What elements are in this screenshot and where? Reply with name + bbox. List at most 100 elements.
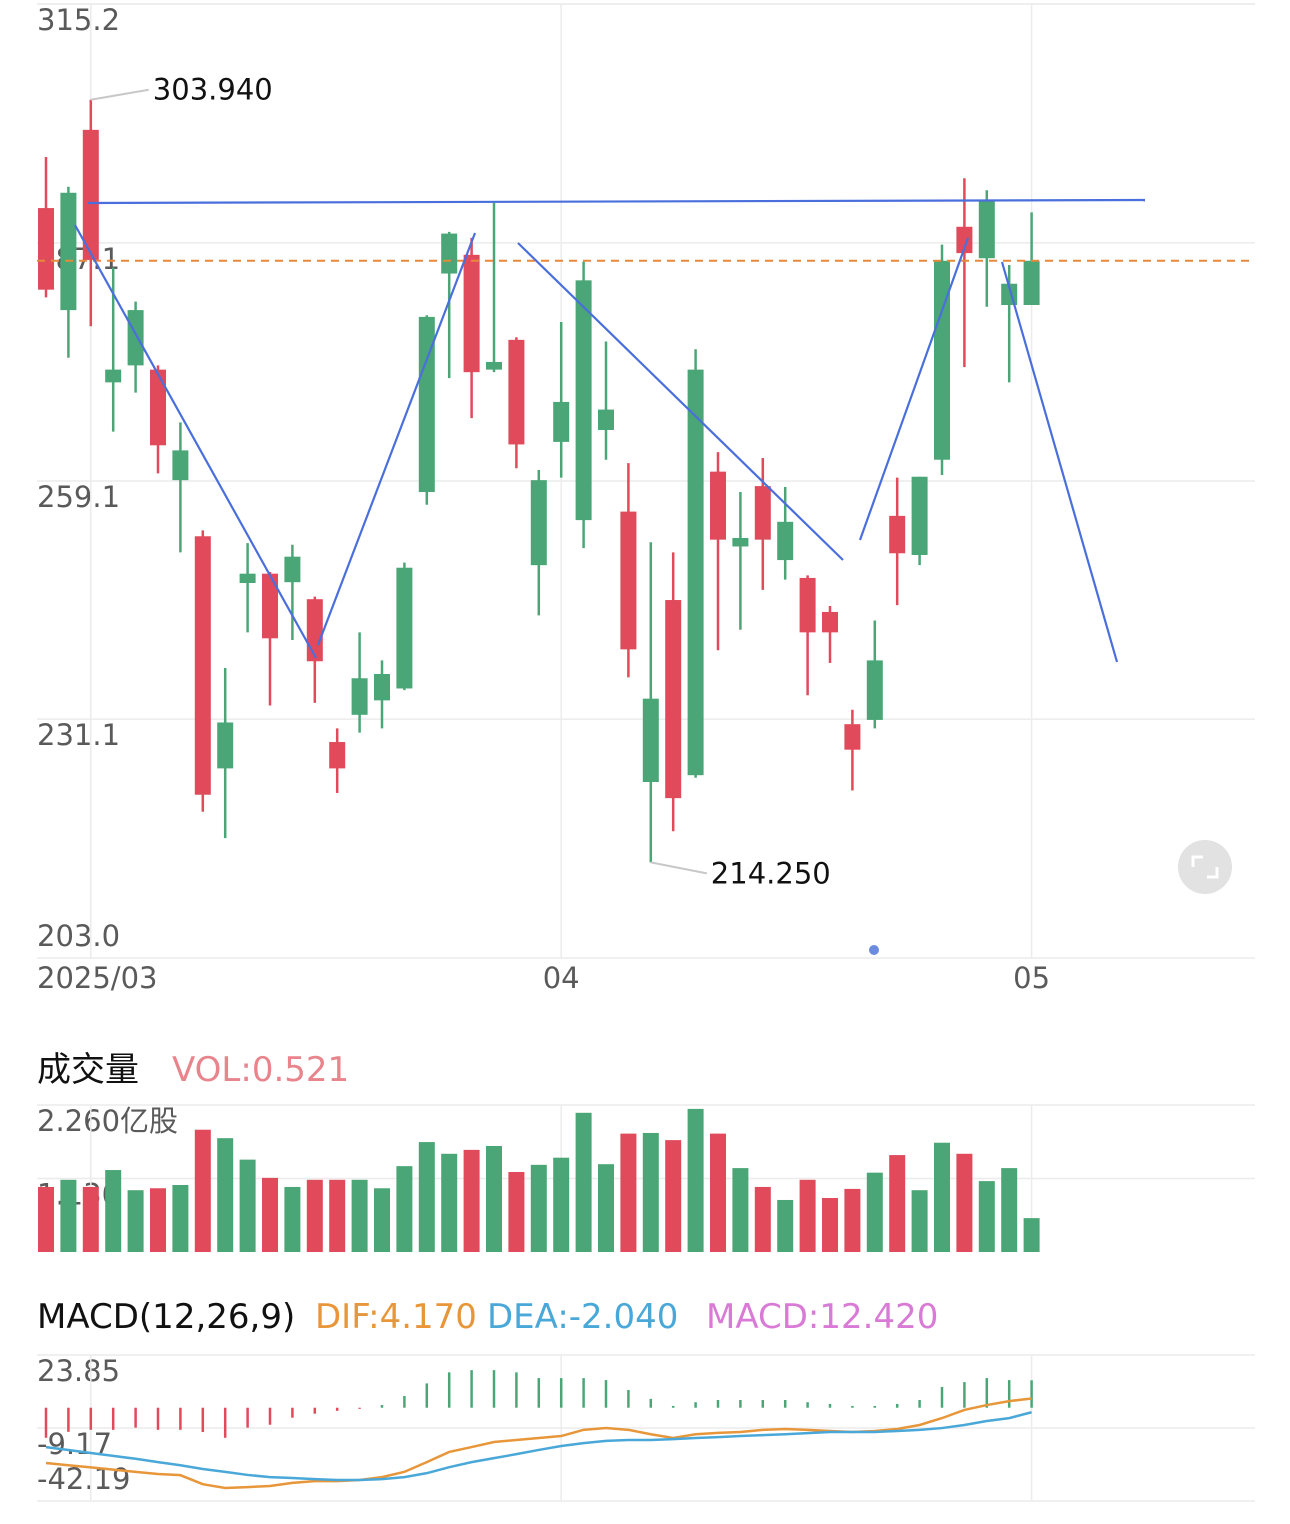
candle-body xyxy=(665,600,682,799)
legend-entry: DIF:4.170 xyxy=(315,1297,477,1337)
candle-body xyxy=(1023,260,1040,305)
candle-body xyxy=(911,476,928,555)
volume-bar xyxy=(463,1149,480,1252)
volume-bar xyxy=(396,1166,413,1252)
candle-body xyxy=(60,192,77,311)
candle-body xyxy=(799,577,816,633)
panel-title: 成交量 xyxy=(37,1050,139,1090)
leader-line xyxy=(650,861,707,875)
candle-body xyxy=(38,208,54,290)
candle-body xyxy=(329,742,346,769)
trend-line xyxy=(517,242,844,561)
candle-body xyxy=(598,409,614,430)
candle-body xyxy=(642,698,659,782)
candle-body xyxy=(396,567,413,689)
panel-subtitle: VOL:0.521 xyxy=(172,1050,349,1090)
legend-entry: MACD:12.420 xyxy=(706,1297,938,1337)
fullscreen-bg[interactable] xyxy=(1178,840,1232,894)
volume-bar xyxy=(553,1157,570,1252)
volume-bar xyxy=(665,1140,682,1252)
y-tick-label: -9.17 xyxy=(37,1427,112,1461)
volume-bar xyxy=(486,1145,502,1252)
candle-body xyxy=(530,480,547,566)
volume-bar xyxy=(575,1112,592,1252)
x-tick-label: 05 xyxy=(1013,961,1050,995)
volume-bar xyxy=(620,1133,637,1252)
marker-dot xyxy=(869,945,879,955)
volume-bar xyxy=(530,1164,547,1252)
panel-title: MACD(12,26,9) xyxy=(37,1297,295,1337)
trend-line xyxy=(1000,261,1119,663)
volume-bar xyxy=(822,1198,838,1252)
candle-body xyxy=(284,556,301,583)
volume-bar xyxy=(262,1177,278,1252)
candle-body xyxy=(553,401,570,442)
candle-body xyxy=(82,129,99,260)
volume-bar xyxy=(1023,1218,1040,1252)
candle-body xyxy=(418,316,435,493)
y-tick-label: 203.0 xyxy=(37,919,120,953)
candle-body xyxy=(754,486,771,540)
y-tick-label: 315.2 xyxy=(37,3,120,37)
volume-bar xyxy=(194,1129,211,1252)
candle-body xyxy=(150,369,166,446)
candle-body xyxy=(508,339,525,445)
fullscreen-button[interactable] xyxy=(1178,840,1232,894)
candle-body xyxy=(777,521,794,561)
trend-line xyxy=(87,198,1146,205)
volume-bar xyxy=(911,1190,928,1252)
y-tick-label: 23.85 xyxy=(37,1354,120,1388)
candle-body xyxy=(978,199,995,259)
macd-line xyxy=(45,1397,1032,1490)
volume-bar xyxy=(687,1108,704,1252)
trend-line xyxy=(858,237,970,541)
volume-bar xyxy=(598,1164,614,1252)
y-tick-label: 2.260亿股 xyxy=(37,1104,178,1138)
candle-body xyxy=(934,260,950,460)
volume-bar xyxy=(1001,1168,1018,1252)
candle-body xyxy=(710,471,726,540)
x-tick-label: 04 xyxy=(543,961,580,995)
volume-bar xyxy=(934,1142,950,1252)
volume-bar xyxy=(889,1155,906,1252)
candle-body xyxy=(127,310,144,366)
candle-body xyxy=(889,515,906,554)
x-tick-label: 2025/03 xyxy=(37,961,157,995)
candle-body xyxy=(172,450,189,481)
candle-body xyxy=(463,254,480,373)
trend-line xyxy=(316,232,477,646)
fullscreen-icon[interactable] xyxy=(1191,855,1219,879)
volume-bar xyxy=(777,1199,794,1252)
trend-line xyxy=(74,224,317,659)
volume-bar xyxy=(284,1186,301,1252)
volume-bar xyxy=(60,1179,77,1252)
volume-bar xyxy=(844,1188,861,1252)
volume-bar xyxy=(732,1168,749,1252)
volume-bar xyxy=(329,1179,346,1252)
candle-body xyxy=(374,674,390,701)
volume-bar xyxy=(441,1153,458,1252)
max-label: 303.940 xyxy=(153,73,273,107)
candle-body xyxy=(441,233,458,274)
legend-entry: DEA:-2.040 xyxy=(487,1297,678,1337)
candle-body xyxy=(844,724,861,750)
candle-body xyxy=(239,573,256,584)
volume-bar xyxy=(754,1186,771,1252)
candle-body xyxy=(866,660,883,720)
volume-bar xyxy=(351,1179,368,1252)
macd-line xyxy=(45,1411,1032,1482)
volume-bar xyxy=(418,1142,435,1252)
volume-bar xyxy=(978,1181,995,1252)
volume-bar xyxy=(239,1159,256,1252)
volume-bar xyxy=(866,1172,883,1252)
candle-body xyxy=(105,369,122,383)
volume-bar xyxy=(508,1171,525,1252)
y-tick-label: 231.1 xyxy=(37,718,120,752)
candle-body xyxy=(486,361,502,370)
volume-bar xyxy=(956,1153,973,1252)
volume-bar xyxy=(38,1186,54,1252)
candle-body xyxy=(620,511,637,650)
y-tick-label: 259.1 xyxy=(37,480,120,514)
volume-bar xyxy=(374,1188,390,1252)
